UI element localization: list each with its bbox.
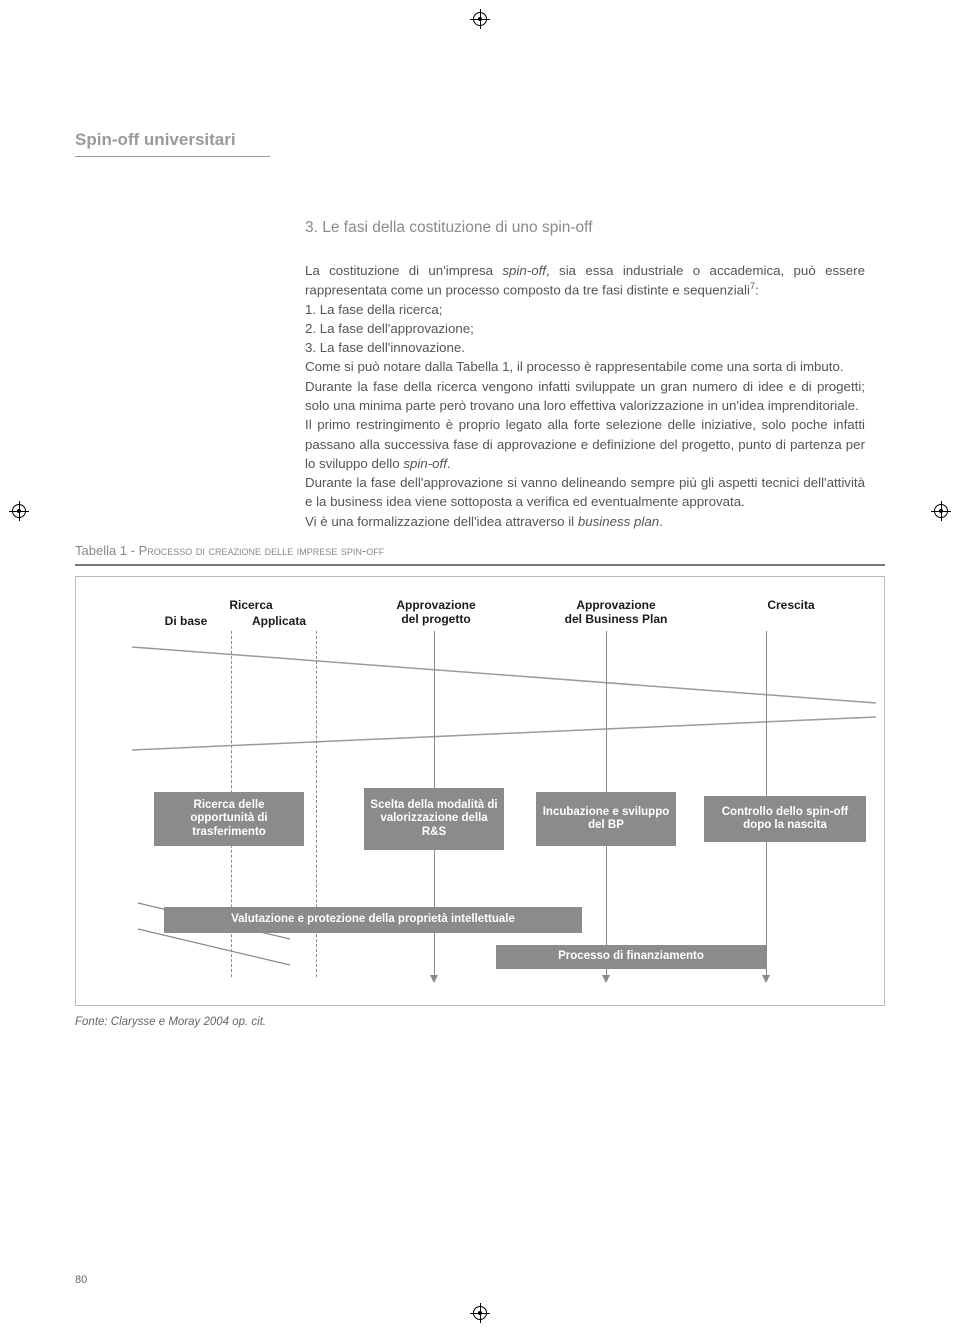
page: Spin-off universitari 3. Le fasi della c…	[0, 0, 960, 1088]
diagram-stage-label: Ricerca	[211, 599, 291, 613]
p1a: La costituzione di un'impresa	[305, 263, 502, 278]
diagram-box-b4: Controllo dello spin-off dopo la nascita	[704, 796, 866, 842]
diagram-stage-label: Di base	[146, 615, 226, 629]
li1: 1. La fase della ricerca;	[305, 302, 442, 317]
table-caption-sc: rocesso di creazione delle imprese spin-…	[147, 543, 384, 558]
p2: Come si può notare dalla Tabella 1, il p…	[305, 359, 844, 374]
diagram-stage-label: Approvazionedel Business Plan	[536, 599, 696, 627]
p5: Durante la fase dell'approvazione si van…	[305, 475, 865, 509]
arrow-down-icon	[762, 975, 770, 983]
p6a: Vi è una formalizzazione dell'idea attra…	[305, 514, 578, 529]
body-text: La costituzione di un'impresa spin-off, …	[305, 261, 865, 531]
diagram-box-b5: Valutazione e protezione della proprietà…	[164, 907, 582, 933]
diagram-box-b6: Processo di finanziamento	[496, 945, 766, 969]
p4b: .	[447, 456, 451, 471]
p4a: Il primo restringimento è proprio legato…	[305, 417, 865, 471]
li3: 3. La fase dell'innovazione.	[305, 340, 465, 355]
arrow-down-icon	[602, 975, 610, 983]
section-heading: 3. Le fasi della costituzione di uno spi…	[305, 217, 865, 239]
diagram-box-b1: Ricerca delle opportunità di trasferimen…	[154, 792, 304, 846]
running-head-rule	[75, 156, 270, 157]
table-caption-lead: Tabella 1 - P	[75, 543, 147, 558]
running-head: Spin-off universitari	[75, 130, 885, 150]
page-number: 80	[75, 1274, 87, 1286]
diagram-box-b3: Incubazione e sviluppo del BP	[536, 792, 676, 846]
li2: 2. La fase dell'approvazione;	[305, 321, 474, 336]
p1-em1: spin-off	[502, 263, 546, 278]
p6-em: business plan	[578, 514, 659, 529]
p4-em: spin-off	[403, 456, 447, 471]
table-caption: Tabella 1 - Processo di creazione delle …	[75, 543, 885, 558]
p6b: .	[659, 514, 663, 529]
figure-source: Fonte: Clarysse e Moray 2004 op. cit.	[75, 1016, 885, 1028]
diagram-frame: Ricerca Di base Applicata Approvazionedel p…	[75, 576, 885, 1006]
p3: Durante la fase della ricerca vengono in…	[305, 379, 865, 413]
table-caption-rule	[75, 564, 885, 567]
p1c: :	[755, 282, 759, 297]
diagram-stage-label: Applicata	[234, 615, 324, 629]
arrow-down-icon	[430, 975, 438, 983]
diagram-stage-label: Crescita	[746, 599, 836, 613]
diagram-box-b2: Scelta della modalità di valorizzazione …	[364, 788, 504, 850]
registration-mark-bottom	[473, 1306, 487, 1320]
diagram-stage-label: Approvazionedel progetto	[366, 599, 506, 627]
body-column: 3. Le fasi della costituzione di uno spi…	[305, 217, 865, 531]
